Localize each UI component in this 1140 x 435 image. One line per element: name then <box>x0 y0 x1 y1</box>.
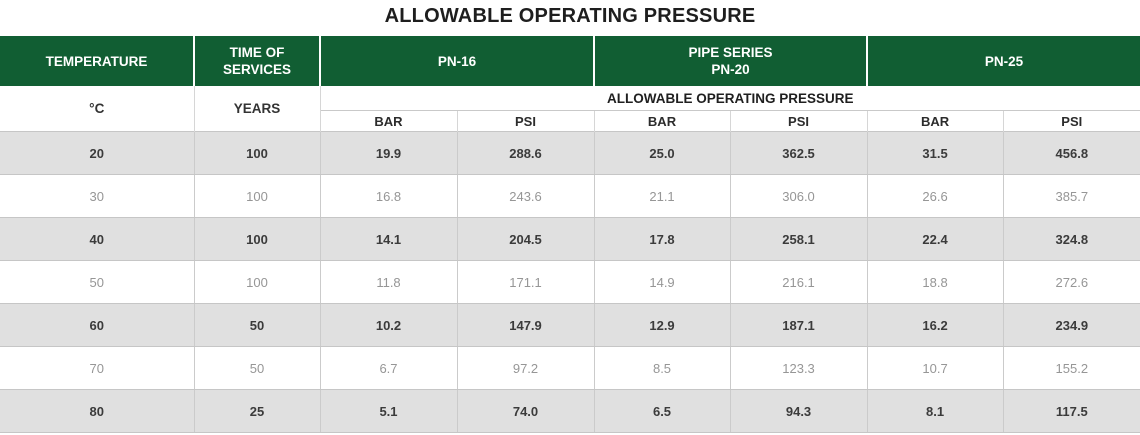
cell-years: 50 <box>194 303 321 347</box>
cell-pn20-psi: 216.1 <box>730 260 868 304</box>
cell-pn16-bar: 19.9 <box>320 131 458 175</box>
page-title: ALLOWABLE OPERATING PRESSURE <box>384 5 756 27</box>
cell-pn25-bar: 16.2 <box>867 303 1004 347</box>
cell-pn25-bar: 22.4 <box>867 217 1004 261</box>
unit-years: YEARS <box>194 86 321 132</box>
cell-temperature: 50 <box>0 260 195 304</box>
unit-pn16-bar: BAR <box>320 110 458 132</box>
col-header-time-of-services: TIME OF SERVICES <box>194 36 321 86</box>
cell-pn25-bar: 10.7 <box>867 346 1004 390</box>
cell-pn20-bar: 25.0 <box>594 131 731 175</box>
cell-pn20-psi: 94.3 <box>730 389 868 433</box>
cell-pn20-psi: 187.1 <box>730 303 868 347</box>
cell-pn25-psi: 155.2 <box>1003 346 1140 390</box>
cell-pn25-bar: 8.1 <box>867 389 1004 433</box>
table-row: 40 100 14.1 204.5 17.8 258.1 22.4 324.8 <box>0 217 1140 261</box>
cell-years: 100 <box>194 174 321 218</box>
unit-pn20-bar: BAR <box>594 110 731 132</box>
cell-pn16-psi: 97.2 <box>457 346 595 390</box>
col-header-time-of-services-line2: SERVICES <box>222 62 292 77</box>
col-header-pn20-line2: PN-20 <box>711 62 750 77</box>
cell-pn20-bar: 14.9 <box>594 260 731 304</box>
pressure-table: TEMPERATURE TIME OF SERVICES PN-16 PIPE … <box>0 36 1140 433</box>
cell-pn16-psi: 147.9 <box>457 303 595 347</box>
cell-years: 50 <box>194 346 321 390</box>
col-header-time-of-services-line1: TIME OF <box>229 45 285 60</box>
cell-pn25-bar: 18.8 <box>867 260 1004 304</box>
cell-pn16-bar: 16.8 <box>320 174 458 218</box>
cell-pn20-psi: 362.5 <box>730 131 868 175</box>
cell-pn25-psi: 324.8 <box>1003 217 1140 261</box>
cell-pn20-bar: 12.9 <box>594 303 731 347</box>
cell-pn16-psi: 288.6 <box>457 131 595 175</box>
col-header-pn20-line1: PIPE SERIES <box>688 45 773 60</box>
cell-years: 100 <box>194 131 321 175</box>
cell-pn20-bar: 21.1 <box>594 174 731 218</box>
cell-temperature: 30 <box>0 174 195 218</box>
table-row: 80 25 5.1 74.0 6.5 94.3 8.1 117.5 <box>0 389 1140 433</box>
cell-pn20-bar: 17.8 <box>594 217 731 261</box>
cell-temperature: 60 <box>0 303 195 347</box>
cell-pn16-bar: 11.8 <box>320 260 458 304</box>
unit-pn25-psi: PSI <box>1003 110 1140 132</box>
cell-pn25-bar: 31.5 <box>867 131 1004 175</box>
col-header-pipe-series-pn20: PIPE SERIES PN-20 <box>594 36 869 86</box>
cell-years: 100 <box>194 260 321 304</box>
cell-pn20-psi: 123.3 <box>730 346 868 390</box>
cell-pn16-bar: 6.7 <box>320 346 458 390</box>
table-subheader-row: °C YEARS ALLOWABLE OPERATING PRESSURE <box>0 86 1140 132</box>
cell-pn25-psi: 385.7 <box>1003 174 1140 218</box>
unit-pn20-psi: PSI <box>730 110 868 132</box>
cell-temperature: 70 <box>0 346 195 390</box>
unit-pn16-psi: PSI <box>457 110 595 132</box>
cell-pn16-psi: 74.0 <box>457 389 595 433</box>
cell-pn16-bar: 14.1 <box>320 217 458 261</box>
table-header-row: TEMPERATURE TIME OF SERVICES PN-16 PIPE … <box>0 36 1140 86</box>
cell-temperature: 20 <box>0 131 195 175</box>
cell-pn25-psi: 456.8 <box>1003 131 1140 175</box>
table-row: 60 50 10.2 147.9 12.9 187.1 16.2 234.9 <box>0 303 1140 347</box>
table-row: 70 50 6.7 97.2 8.5 123.3 10.7 155.2 <box>0 346 1140 390</box>
table-units-row: BAR PSI BAR PSI BAR PSI <box>0 110 1140 132</box>
cell-pn25-bar: 26.6 <box>867 174 1004 218</box>
cell-pn16-bar: 5.1 <box>320 389 458 433</box>
table-row: 30 100 16.8 243.6 21.1 306.0 26.6 385.7 <box>0 174 1140 218</box>
unit-pn25-bar: BAR <box>867 110 1004 132</box>
cell-pn16-psi: 243.6 <box>457 174 595 218</box>
table-row: 50 100 11.8 171.1 14.9 216.1 18.8 272.6 <box>0 260 1140 304</box>
cell-pn16-psi: 204.5 <box>457 217 595 261</box>
table-row: 20 100 19.9 288.6 25.0 362.5 31.5 456.8 <box>0 131 1140 175</box>
col-header-temperature: TEMPERATURE <box>0 36 195 86</box>
cell-pn25-psi: 272.6 <box>1003 260 1140 304</box>
cell-years: 100 <box>194 217 321 261</box>
col-header-pn16: PN-16 <box>320 36 596 86</box>
cell-pn25-psi: 234.9 <box>1003 303 1140 347</box>
cell-pn20-bar: 8.5 <box>594 346 731 390</box>
cell-pn25-psi: 117.5 <box>1003 389 1140 433</box>
cell-years: 25 <box>194 389 321 433</box>
cell-temperature: 80 <box>0 389 195 433</box>
cell-pn16-psi: 171.1 <box>457 260 595 304</box>
cell-pn20-bar: 6.5 <box>594 389 731 433</box>
banner-allowable-operating-pressure: ALLOWABLE OPERATING PRESSURE <box>320 86 1140 111</box>
unit-celsius: °C <box>0 86 195 132</box>
cell-temperature: 40 <box>0 217 195 261</box>
cell-pn16-bar: 10.2 <box>320 303 458 347</box>
cell-pn20-psi: 258.1 <box>730 217 868 261</box>
cell-pn20-psi: 306.0 <box>730 174 868 218</box>
col-header-pn25: PN-25 <box>867 36 1140 86</box>
